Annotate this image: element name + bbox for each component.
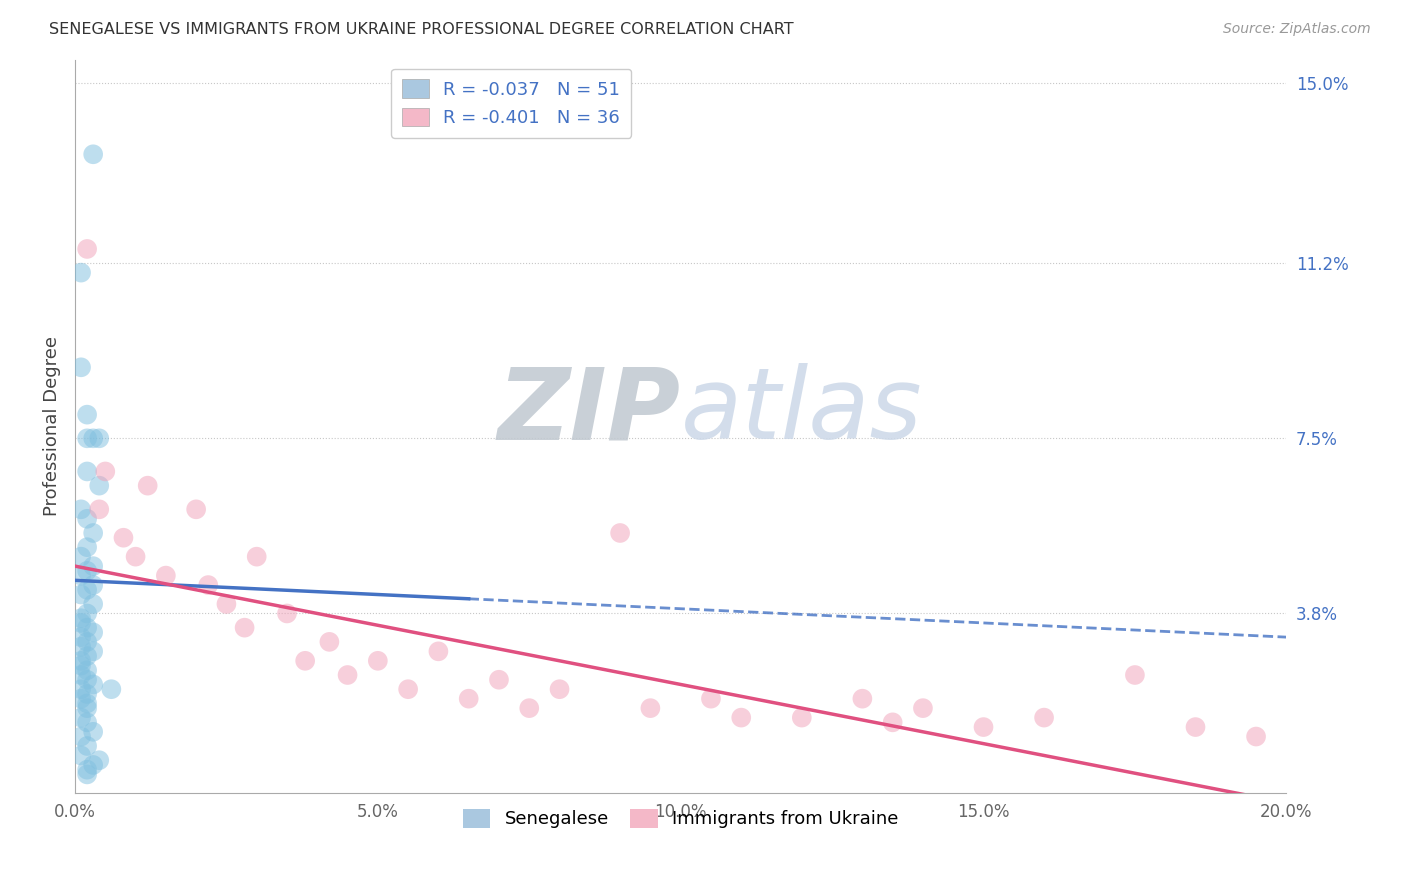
Point xyxy=(973,720,995,734)
Point xyxy=(1033,710,1056,724)
Point xyxy=(82,526,104,541)
Point xyxy=(70,549,93,564)
Point xyxy=(233,621,256,635)
Point xyxy=(82,578,104,592)
Point xyxy=(82,147,104,161)
Point xyxy=(70,266,93,280)
Point xyxy=(609,526,631,541)
Point xyxy=(82,597,104,611)
Point xyxy=(70,730,93,744)
Point xyxy=(124,549,146,564)
Point xyxy=(76,564,98,578)
Point xyxy=(70,502,93,516)
Y-axis label: Professional Degree: Professional Degree xyxy=(44,336,60,516)
Point xyxy=(76,607,98,621)
Point xyxy=(700,691,723,706)
Point xyxy=(367,654,389,668)
Point xyxy=(70,611,93,625)
Point xyxy=(851,691,873,706)
Point xyxy=(82,625,104,640)
Point xyxy=(70,640,93,654)
Text: SENEGALESE VS IMMIGRANTS FROM UKRAINE PROFESSIONAL DEGREE CORRELATION CHART: SENEGALESE VS IMMIGRANTS FROM UKRAINE PR… xyxy=(49,22,794,37)
Point xyxy=(70,588,93,602)
Point xyxy=(76,767,98,781)
Point xyxy=(70,668,93,682)
Point xyxy=(76,540,98,554)
Point xyxy=(1184,720,1206,734)
Point xyxy=(76,582,98,597)
Text: ZIP: ZIP xyxy=(498,363,681,460)
Point xyxy=(70,748,93,763)
Point xyxy=(76,763,98,777)
Point xyxy=(911,701,934,715)
Point xyxy=(70,691,93,706)
Point xyxy=(1244,730,1267,744)
Point xyxy=(246,549,269,564)
Point xyxy=(100,682,122,697)
Point xyxy=(730,710,752,724)
Point xyxy=(318,635,340,649)
Point xyxy=(70,654,93,668)
Point xyxy=(76,621,98,635)
Point xyxy=(76,465,98,479)
Point xyxy=(70,710,93,724)
Point xyxy=(396,682,419,697)
Point xyxy=(70,568,93,582)
Point xyxy=(276,607,298,621)
Point xyxy=(76,649,98,664)
Point xyxy=(76,687,98,701)
Point xyxy=(548,682,571,697)
Point xyxy=(427,644,450,658)
Point xyxy=(70,615,93,630)
Point xyxy=(89,431,111,445)
Point xyxy=(82,724,104,739)
Point xyxy=(89,478,111,492)
Point xyxy=(197,578,219,592)
Point xyxy=(336,668,359,682)
Point xyxy=(76,739,98,753)
Point xyxy=(89,753,111,767)
Point xyxy=(76,663,98,677)
Point xyxy=(70,682,93,697)
Point xyxy=(112,531,135,545)
Text: atlas: atlas xyxy=(681,363,922,460)
Text: Source: ZipAtlas.com: Source: ZipAtlas.com xyxy=(1223,22,1371,37)
Point xyxy=(215,597,238,611)
Point xyxy=(89,502,111,516)
Point xyxy=(882,715,904,730)
Point xyxy=(82,677,104,691)
Point xyxy=(155,568,177,582)
Point xyxy=(488,673,510,687)
Point xyxy=(70,658,93,673)
Point xyxy=(76,715,98,730)
Point xyxy=(76,512,98,526)
Point xyxy=(82,758,104,772)
Point xyxy=(136,478,159,492)
Point xyxy=(76,431,98,445)
Point xyxy=(640,701,662,715)
Point xyxy=(186,502,208,516)
Point xyxy=(294,654,316,668)
Point xyxy=(82,431,104,445)
Legend: Senegalese, Immigrants from Ukraine: Senegalese, Immigrants from Ukraine xyxy=(456,802,905,836)
Point xyxy=(76,701,98,715)
Point xyxy=(457,691,479,706)
Point xyxy=(76,697,98,711)
Point xyxy=(76,408,98,422)
Point xyxy=(70,630,93,644)
Point xyxy=(1123,668,1146,682)
Point xyxy=(517,701,540,715)
Point xyxy=(94,465,117,479)
Point xyxy=(790,710,813,724)
Point xyxy=(82,644,104,658)
Point xyxy=(70,360,93,375)
Point xyxy=(76,635,98,649)
Point xyxy=(82,559,104,574)
Point xyxy=(76,242,98,256)
Point xyxy=(76,673,98,687)
